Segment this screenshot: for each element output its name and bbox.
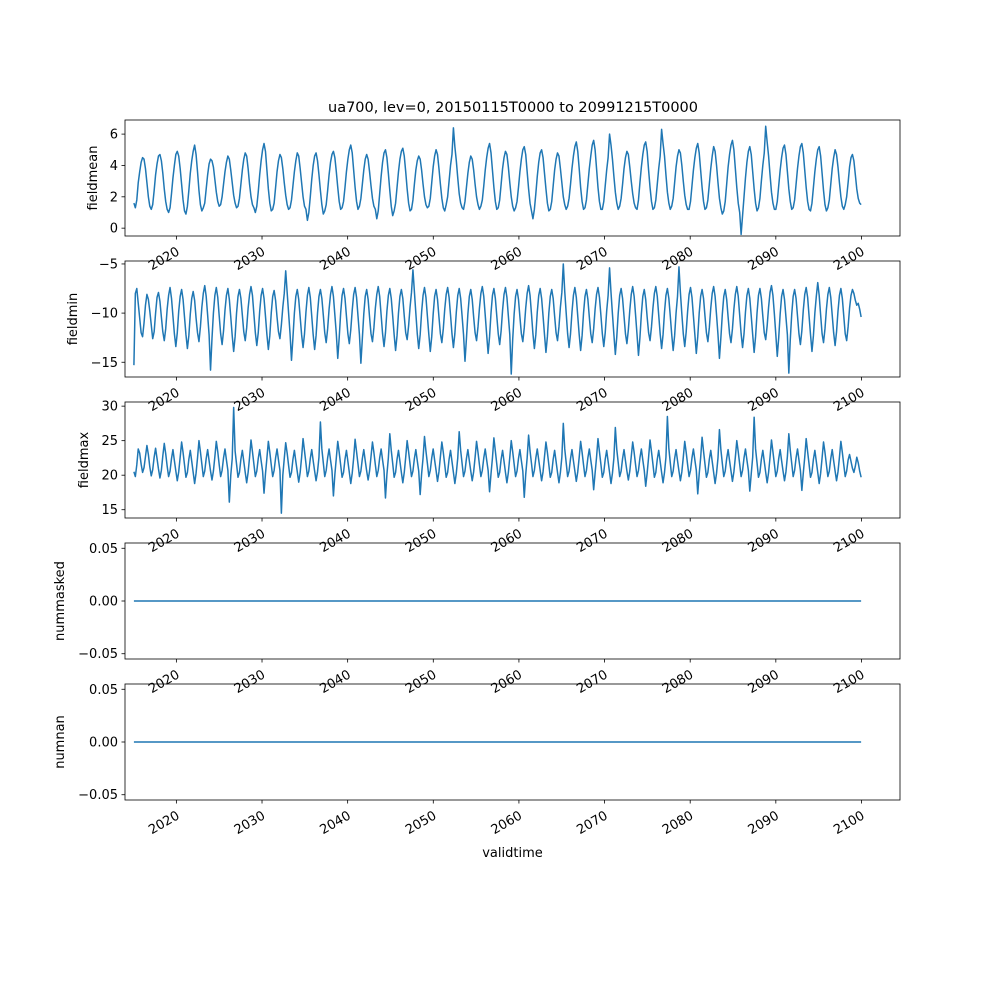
y-axis-label: fieldmean	[86, 146, 101, 211]
axes-frame	[124, 401, 901, 519]
axes-frame	[124, 260, 901, 378]
y-tick-label: 6	[110, 128, 118, 143]
y-axis-label: fieldmin	[66, 293, 81, 346]
figure-title: ua700, lev=0, 20150115T0000 to 20991215T…	[328, 100, 698, 116]
y-tick-label: −0.05	[78, 788, 118, 803]
y-tick-label: 20	[101, 469, 118, 484]
y-tick-label: 0.05	[89, 683, 118, 698]
y-tick-label: 30	[101, 400, 118, 415]
y-tick-label: 0.00	[89, 595, 118, 610]
y-tick-label: 2	[110, 190, 118, 205]
y-tick-label: 25	[101, 434, 118, 449]
y-axis-label: numnan	[53, 715, 68, 769]
y-tick-label: 15	[101, 503, 118, 518]
series-line-fieldmean	[133, 125, 862, 236]
series-line-fieldmin	[133, 263, 862, 375]
y-tick-label: −15	[91, 356, 118, 371]
y-tick-label: −5	[99, 257, 118, 272]
y-tick-label: 4	[110, 159, 118, 174]
y-axis-label: fieldmax	[77, 432, 92, 489]
y-tick-label: −10	[91, 307, 118, 322]
axes-frame	[124, 119, 901, 237]
y-tick-label: 0.05	[89, 542, 118, 557]
y-tick-label: −0.05	[78, 647, 118, 662]
y-tick-label: 0.00	[89, 736, 118, 751]
series-line-fieldmax	[133, 406, 862, 514]
y-axis-label: nummasked	[53, 561, 68, 641]
y-tick-label: 0	[110, 222, 118, 237]
x-axis-label: validtime	[482, 846, 543, 861]
